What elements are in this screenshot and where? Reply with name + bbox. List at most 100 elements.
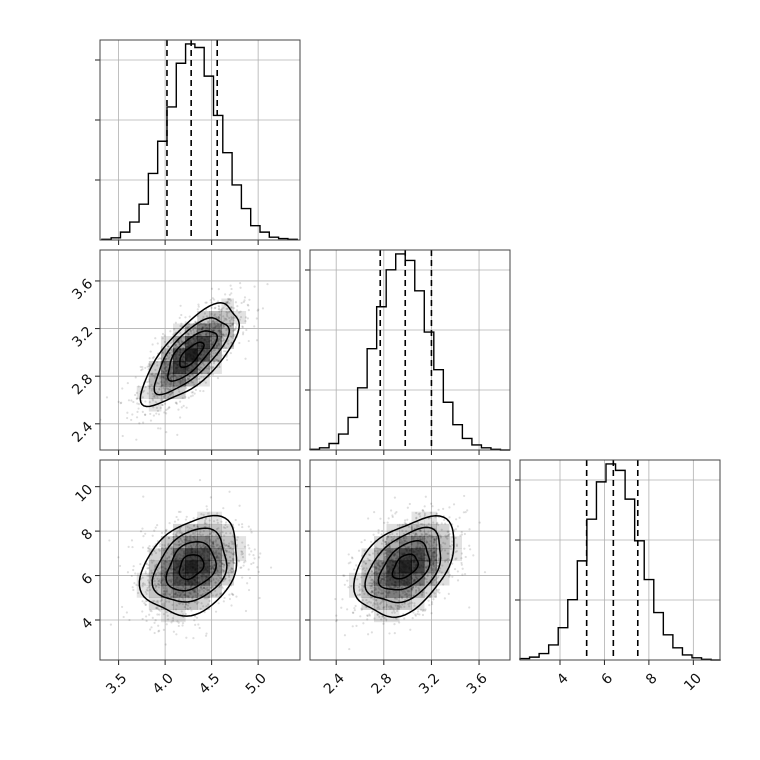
density-cell <box>173 585 186 598</box>
sample-point <box>121 434 124 438</box>
sample-point <box>210 334 213 337</box>
sample-point <box>381 600 384 603</box>
sample-point <box>157 582 160 585</box>
sample-point <box>379 517 382 520</box>
sample-point <box>157 630 160 633</box>
sample-point <box>226 315 229 318</box>
sample-point <box>213 326 217 329</box>
sample-point <box>184 321 187 324</box>
sample-point <box>137 402 141 406</box>
sample-point <box>165 560 168 564</box>
sample-point <box>238 560 241 563</box>
sample-point <box>412 531 415 535</box>
sample-point <box>257 570 260 573</box>
sample-point <box>204 517 207 521</box>
sample-point <box>163 395 166 399</box>
sample-point <box>218 308 221 311</box>
sample-point <box>421 509 425 512</box>
sample-point <box>156 382 159 385</box>
sample-point <box>213 346 216 349</box>
sample-point <box>414 613 417 616</box>
sample-point <box>382 562 385 565</box>
sample-point <box>363 592 366 595</box>
sample-point <box>212 542 215 546</box>
sample-point <box>204 587 207 591</box>
sample-point <box>153 621 156 624</box>
sample-point <box>217 342 221 346</box>
sample-point <box>186 607 189 610</box>
sample-point <box>225 301 228 304</box>
sample-point <box>421 509 424 512</box>
sample-point <box>255 339 259 342</box>
sample-point <box>221 339 224 343</box>
sample-point <box>163 380 166 384</box>
sample-point <box>197 378 200 381</box>
sample-point <box>456 579 460 582</box>
sample-point <box>151 357 154 360</box>
sample-point <box>371 590 375 594</box>
sample-point <box>423 609 427 612</box>
sample-point <box>162 569 165 572</box>
sample-point <box>220 520 223 523</box>
sample-point <box>164 357 167 360</box>
sample-point <box>133 582 136 585</box>
sample-point <box>213 313 217 316</box>
sample-point <box>150 569 153 572</box>
sample-point <box>154 368 157 372</box>
sample-point <box>170 348 173 352</box>
sample-point <box>201 588 204 591</box>
density-cell <box>423 585 437 598</box>
sample-point <box>206 508 209 511</box>
sample-point <box>222 333 225 336</box>
sample-point <box>431 563 434 566</box>
sample-point <box>421 523 424 526</box>
sample-point <box>189 591 192 595</box>
sample-point <box>229 560 232 563</box>
sample-point <box>426 565 429 568</box>
sample-point <box>168 353 171 356</box>
sample-point <box>189 330 192 333</box>
density-cell <box>173 536 186 549</box>
sample-point <box>173 344 176 347</box>
sample-point <box>401 586 404 589</box>
sample-point <box>195 587 199 590</box>
sample-point <box>184 534 187 537</box>
sample-point <box>188 326 191 329</box>
sample-point <box>146 579 150 582</box>
sample-point <box>472 554 475 557</box>
sample-point <box>411 586 415 589</box>
sample-point <box>242 331 245 334</box>
sample-point <box>179 381 182 384</box>
sample-point <box>376 613 379 616</box>
sample-point <box>196 592 200 595</box>
sample-point <box>432 598 435 601</box>
sample-point <box>377 551 380 555</box>
sample-point <box>168 345 171 349</box>
sample-point <box>423 505 426 508</box>
panel-frame <box>99 39 301 241</box>
sample-point <box>209 565 212 568</box>
sample-point <box>211 329 215 332</box>
sample-point <box>207 321 210 324</box>
sample-point <box>222 570 225 573</box>
sample-point <box>212 337 215 340</box>
sample-point <box>217 316 220 319</box>
sample-point <box>131 413 134 416</box>
sample-point <box>434 568 437 571</box>
sample-point <box>197 601 200 604</box>
sample-point <box>217 288 220 291</box>
sample-point <box>222 554 225 557</box>
panel-frame <box>309 249 511 451</box>
sample-point <box>174 344 177 347</box>
sample-point <box>374 588 377 592</box>
sample-point <box>179 380 182 383</box>
sample-point <box>384 552 387 555</box>
sample-point <box>141 365 144 369</box>
sample-point <box>216 519 219 522</box>
sample-point <box>153 579 156 583</box>
sample-point <box>135 416 139 419</box>
sample-point <box>184 384 188 387</box>
sample-point <box>225 549 228 552</box>
sample-point <box>215 544 218 547</box>
sample-point <box>198 589 201 592</box>
